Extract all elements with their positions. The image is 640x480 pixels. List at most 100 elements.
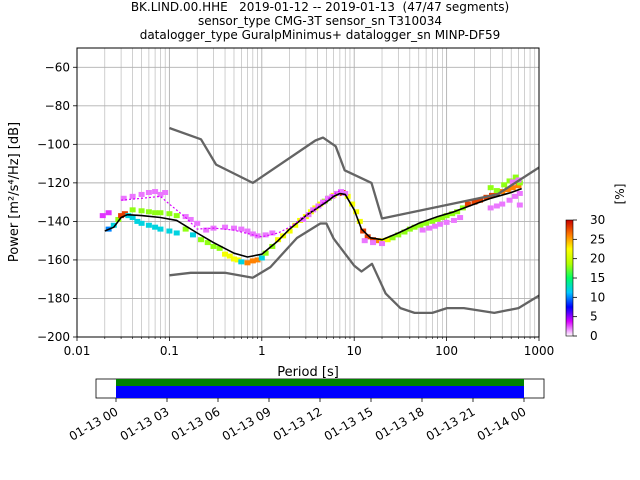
- density-cell: [244, 228, 251, 234]
- density-cell: [286, 228, 293, 234]
- density-cell: [370, 240, 377, 246]
- timeline-tick-label: 01-13 03: [118, 404, 172, 443]
- y-axis-label: Power [m²/s⁴/Hz] [dB]: [7, 122, 22, 262]
- y-tick-label: −60: [45, 60, 70, 74]
- density-cell: [99, 213, 106, 219]
- density-cell: [449, 211, 456, 217]
- density-cell: [338, 189, 345, 195]
- density-cell: [457, 215, 464, 221]
- density-cell: [258, 255, 265, 261]
- x-axis-label: Period [s]: [277, 365, 339, 380]
- density-cell: [118, 213, 125, 219]
- chart-subtitle-datalogger: datalogger_type GuralpMinimus+ datalogge…: [139, 28, 501, 42]
- coverage-bar: [116, 379, 524, 386]
- density-cell: [432, 223, 439, 229]
- density-cell: [269, 230, 276, 236]
- density-cell: [487, 185, 494, 191]
- density-cell: [105, 210, 112, 216]
- x-tick-label: 0.01: [64, 344, 91, 358]
- density-cell: [401, 229, 408, 235]
- density-cell: [439, 215, 446, 221]
- density-cell: [262, 250, 269, 256]
- y-tick-label: −140: [37, 214, 70, 228]
- density-cell: [187, 216, 194, 222]
- density-cell: [426, 225, 433, 231]
- density-cell: [443, 219, 450, 225]
- density-cell: [194, 220, 201, 226]
- timeline-tick-label: 01-13 06: [169, 404, 223, 443]
- timeline-tick-label: 01-14 00: [475, 404, 529, 443]
- density-cell: [244, 260, 251, 266]
- density-cell: [487, 205, 494, 211]
- density-cell: [182, 226, 189, 232]
- density-cell: [216, 245, 223, 251]
- density-cell: [437, 221, 444, 227]
- density-cell: [145, 222, 152, 228]
- colorbar-tick-label: 20: [590, 252, 605, 266]
- density-cell: [379, 241, 386, 247]
- colorbar-tick-label: 10: [590, 290, 605, 304]
- density-cell: [395, 232, 402, 238]
- density-cell: [120, 195, 127, 201]
- density-cell: [121, 211, 128, 217]
- colorbar-tick-label: 25: [590, 232, 605, 246]
- density-cell: [464, 201, 471, 207]
- density-cell: [374, 238, 381, 244]
- x-tick-label: 1: [258, 344, 266, 358]
- density-cell: [506, 178, 513, 184]
- density-cell: [434, 216, 441, 222]
- density-cell: [157, 226, 164, 232]
- density-cell: [506, 197, 513, 203]
- density-cell: [226, 253, 233, 259]
- x-tick-label: 1000: [524, 344, 555, 358]
- colorbar-ticks: 0 5 10 15 20 25 30: [573, 213, 605, 343]
- density-cell: [162, 190, 169, 195]
- density-cell: [512, 174, 519, 180]
- series-line-outlier: [121, 190, 341, 238]
- density-cell: [157, 191, 164, 197]
- density-cell: [499, 201, 506, 207]
- density-cell: [379, 238, 386, 244]
- density-cell: [342, 190, 349, 196]
- density-cell: [329, 193, 336, 199]
- density-cell: [262, 232, 269, 238]
- density-cell: [138, 208, 145, 214]
- density-cell: [324, 195, 331, 201]
- density-cell: [110, 222, 117, 228]
- density-cell: [493, 203, 500, 209]
- density-cell: [349, 201, 356, 207]
- density-cell: [198, 237, 205, 243]
- colorbar-tick-label: 5: [590, 310, 598, 324]
- x-tick-label: 100: [435, 344, 458, 358]
- density-cell: [152, 189, 159, 195]
- density-cell: [138, 220, 145, 226]
- density-cell: [450, 217, 457, 223]
- density-cell: [203, 227, 210, 233]
- density-cell: [361, 238, 368, 244]
- density-cell: [115, 216, 122, 222]
- density-cell: [419, 227, 426, 233]
- density-cell: [315, 203, 322, 209]
- density-cell: [230, 256, 237, 262]
- density-cell: [389, 235, 396, 241]
- colorbar-label: [%]: [613, 184, 627, 205]
- series-line-mode: [104, 187, 522, 258]
- chart-title: BK.LIND.00.HHE 2019-01-12 -- 2019-01-13 …: [130, 0, 510, 14]
- timeline-tick-label: 01-13 18: [373, 404, 427, 443]
- density-cell: [152, 210, 159, 216]
- density-cell: [384, 237, 391, 243]
- density-cell: [222, 224, 229, 230]
- density-cell: [477, 197, 484, 203]
- density-cell: [300, 216, 307, 222]
- density-cell: [129, 193, 136, 199]
- density-cell: [210, 243, 217, 249]
- density-cell: [344, 193, 351, 199]
- x-axis: 0.01 0.1 1 10 100 1000: [64, 337, 555, 358]
- density-cell: [230, 225, 237, 231]
- x-tick-label: 10: [347, 344, 362, 358]
- density-cell: [134, 218, 141, 224]
- timeline-tick-label: 01-13 21: [424, 404, 478, 443]
- colorbar-tick-label: 15: [590, 271, 605, 285]
- colorbar: [565, 219, 574, 337]
